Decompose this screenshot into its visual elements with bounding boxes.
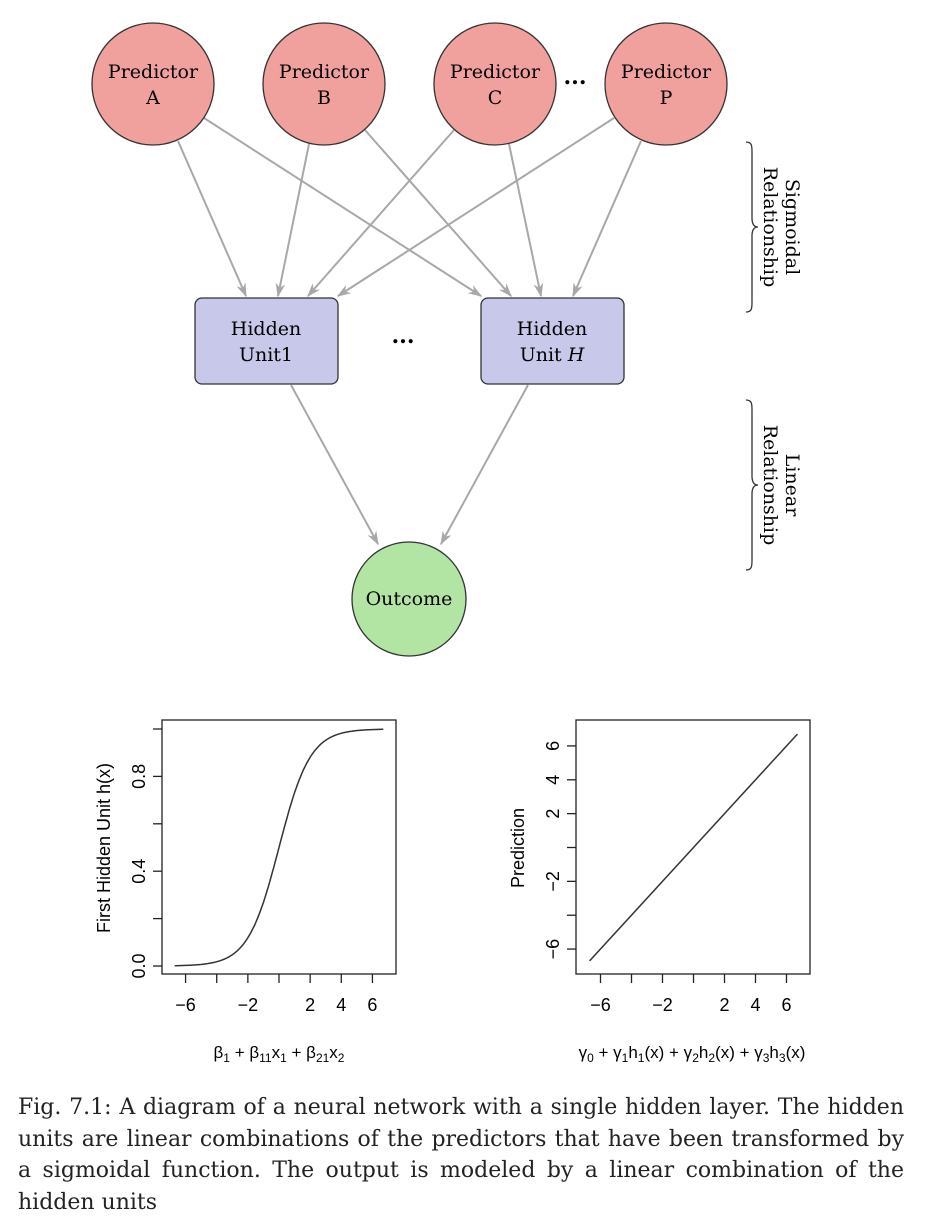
y-tick-label: 0.8 [129, 764, 149, 789]
edge-c-to-hidden1 [307, 129, 455, 298]
predictor-id: A [145, 87, 160, 109]
edge-c-to-hiddenH [508, 143, 544, 298]
x-axis: −6 −2 2 4 6 [590, 974, 792, 1015]
hidden-unit-id: Unit1 [239, 344, 293, 366]
linear-label-line2: Relationship [759, 425, 781, 546]
edge-hiddenH-to-outcome [440, 384, 529, 546]
x-tick-label: 6 [367, 995, 377, 1015]
edge-b-to-hiddenH [364, 129, 512, 298]
edge-a-to-hiddenH [203, 117, 483, 297]
edge-a-to-hidden1 [177, 140, 247, 298]
predictor-id: C [488, 87, 503, 109]
predictor-node-a: Predictor A [91, 22, 215, 146]
hidden-unit-id: Unit H [520, 344, 585, 366]
predictor-label: Predictor [450, 61, 541, 83]
y-axis-title: Prediction [508, 808, 528, 888]
x-axis: −6 −2 2 4 6 [175, 974, 377, 1015]
predictor-node-p: Predictor P [604, 22, 728, 146]
predictor-node-c: Predictor C [433, 22, 557, 146]
y-tick-label: −2 [543, 871, 563, 892]
x-tick-label: −6 [175, 995, 196, 1015]
y-axis: −6 −2 2 4 6 [543, 741, 576, 959]
edge-hidden1-to-outcome [290, 384, 379, 546]
y-axis: 0.0 0.4 0.8 [129, 728, 162, 979]
edge-p-to-hidden1 [336, 117, 615, 297]
linear-brace: Linear Relationship [745, 399, 803, 571]
hidden-unit-1: Hidden Unit1 [194, 297, 339, 385]
x-tick-label: 4 [336, 995, 346, 1015]
x-axis-title: β1 + β11x1 + β21x2 [214, 1043, 345, 1065]
y-tick-label: 2 [543, 809, 563, 819]
hidden-unit-h: Hidden Unit H [480, 297, 625, 385]
hidden-unit-label: Hidden [231, 318, 301, 340]
network-edges [177, 117, 642, 546]
predictor-label: Predictor [108, 61, 199, 83]
y-tick-label: 0.4 [129, 859, 149, 884]
x-tick-label: 2 [305, 995, 315, 1015]
linear-label-line1: Linear [781, 454, 803, 518]
neural-network-figure: Predictor A Predictor B Predictor C ... … [91, 22, 811, 1065]
caption-label: Fig. 7.1: [18, 1095, 112, 1120]
caption-text: A diagram of a neural network with a sin… [18, 1095, 904, 1215]
outcome-label: Outcome [366, 588, 453, 610]
x-tick-label: 4 [750, 995, 760, 1015]
y-tick-label: 6 [543, 741, 563, 751]
y-tick-label: −6 [543, 939, 563, 960]
predictor-ellipsis: ... [564, 64, 587, 90]
edge-b-to-hidden1 [275, 143, 310, 298]
sigmoidal-label-line1: Sigmoidal [781, 179, 803, 275]
x-tick-label: −6 [590, 995, 611, 1015]
sigmoid-curve [174, 728, 384, 967]
predictor-label: Predictor [279, 61, 370, 83]
outcome-node: Outcome [351, 541, 467, 657]
sigmoid-chart: −6 −2 2 4 6 0.0 0.4 0.8 First Hidden Unit h(x)… [94, 719, 397, 1065]
figure-caption: Fig. 7.1: A diagram of a neural network … [18, 1092, 904, 1218]
linear-chart: −6 −2 2 4 6 −6 −2 2 4 6 Prediction γ0 + γ1h1(x) … [508, 719, 811, 1065]
sigmoidal-brace: Sigmoidal Relationship [745, 141, 803, 313]
hidden-unit-label: Hidden [517, 318, 587, 340]
y-tick-label: 0.0 [129, 953, 149, 978]
x-tick-label: 2 [719, 995, 729, 1015]
x-tick-label: 6 [781, 995, 791, 1015]
x-tick-label: −2 [238, 995, 259, 1015]
prediction-line [589, 733, 798, 962]
y-tick-label: 4 [543, 775, 563, 785]
predictor-node-b: Predictor B [262, 22, 386, 146]
edge-p-to-hiddenH [572, 140, 642, 298]
y-axis-title: First Hidden Unit h(x) [94, 763, 114, 933]
predictor-label: Predictor [621, 61, 712, 83]
predictor-id: B [317, 87, 331, 109]
sigmoidal-label-line2: Relationship [759, 167, 781, 288]
x-axis-title: γ0 + γ1h1(x) + γ2h2(x) + γ3h3(x) [579, 1043, 806, 1065]
hidden-ellipsis: ... [392, 323, 415, 349]
x-tick-label: −2 [652, 995, 673, 1015]
predictor-id: P [660, 87, 673, 109]
